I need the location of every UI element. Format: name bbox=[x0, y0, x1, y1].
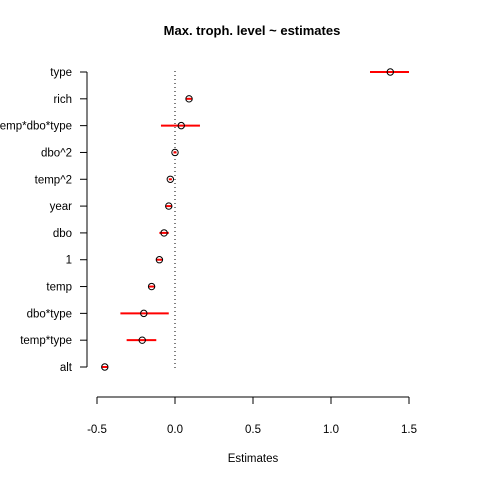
y-tick-label: year bbox=[50, 201, 73, 213]
chart-title: Max. troph. level ~ estimates bbox=[164, 23, 341, 38]
x-tick-label: 1.5 bbox=[401, 424, 417, 436]
estimate-point bbox=[171, 148, 179, 157]
y-tick-label: rich bbox=[53, 94, 72, 106]
estimate-point bbox=[177, 121, 185, 130]
y-tick-label: temp*dbo*type bbox=[0, 121, 72, 133]
y-tick-label: type bbox=[50, 67, 72, 79]
x-tick-label: 0.0 bbox=[167, 424, 183, 436]
x-axis-label: Estimates bbox=[228, 453, 279, 465]
estimate-point bbox=[166, 175, 175, 183]
y-tick-label: dbo bbox=[53, 228, 72, 240]
x-tick-label: 0.5 bbox=[245, 424, 261, 436]
y-tick-label: alt bbox=[60, 362, 73, 374]
x-tick-label: -0.5 bbox=[87, 424, 107, 436]
y-tick-label: dbo*type bbox=[27, 308, 72, 320]
estimate-point bbox=[165, 202, 173, 210]
estimate-point bbox=[140, 309, 148, 318]
estimate-point bbox=[138, 336, 146, 344]
y-tick-label: 1 bbox=[66, 255, 72, 267]
estimate-point bbox=[160, 229, 168, 237]
estimate-point bbox=[386, 68, 394, 76]
estimate-point bbox=[147, 282, 156, 291]
y-tick-label: temp*type bbox=[20, 335, 72, 347]
y-tick-label: temp bbox=[46, 282, 72, 294]
estimate-point bbox=[185, 95, 193, 103]
y-tick-label: dbo^2 bbox=[41, 147, 72, 159]
x-tick-label: 1.0 bbox=[323, 424, 339, 436]
y-tick-label: temp^2 bbox=[35, 174, 72, 186]
estimate-point bbox=[101, 363, 109, 371]
estimate-point bbox=[155, 256, 164, 264]
